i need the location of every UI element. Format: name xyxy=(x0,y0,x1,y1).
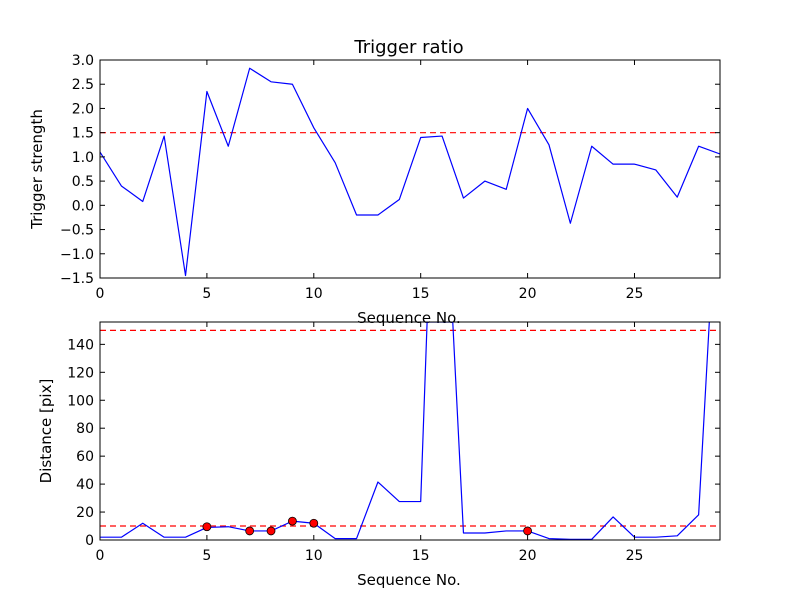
data-marker xyxy=(202,522,212,532)
trigger-ratio-panel: Trigger ratio 0 5 10 15 20 25−1.5−1.0−0.50.00… xyxy=(28,37,721,327)
plot-contents xyxy=(100,322,720,540)
axes-frame xyxy=(99,59,721,279)
plot-area: 0 5 10 15 20 25 0 20 40 60 80 100 120 140 xyxy=(67,321,721,564)
x-tick-label: 0 xyxy=(96,286,105,302)
y-tick-label: 40 xyxy=(76,477,94,493)
y-tick-label: 0.5 xyxy=(72,174,94,190)
x-tick-label: 5 xyxy=(202,548,211,564)
data-marker xyxy=(309,518,319,528)
y-axis-label: Distance [pix] xyxy=(37,379,55,484)
x-tick-label: 20 xyxy=(519,548,537,564)
y-tick-label: 3.0 xyxy=(72,53,94,69)
y-tick-label: 60 xyxy=(76,449,94,465)
y-tick-label: 1.5 xyxy=(72,126,94,142)
data-marker xyxy=(266,526,276,536)
x-tick-label: 15 xyxy=(412,548,430,564)
x-tick-label: 10 xyxy=(305,286,323,302)
distance-panel: 0 5 10 15 20 25 0 20 40 60 80 100 120 140 Sequence No… xyxy=(37,321,721,589)
x-axis-label: Sequence No. xyxy=(357,571,461,589)
plot-contents xyxy=(100,67,720,277)
y-tick-label: 2.5 xyxy=(72,77,94,93)
series-line xyxy=(100,67,720,277)
x-tick-label: 25 xyxy=(626,548,644,564)
data-marker xyxy=(523,526,532,536)
x-tick-label: 15 xyxy=(412,286,430,302)
x-tick-label: 0 xyxy=(96,548,105,564)
y-tick-label: 0.0 xyxy=(72,198,94,214)
x-tick-label: 20 xyxy=(519,286,537,302)
y-tick-label: 1.0 xyxy=(72,150,94,166)
y-tick-label: 120 xyxy=(67,365,94,381)
chart-title: Trigger ratio xyxy=(353,37,463,58)
y-tick-label: 2.0 xyxy=(72,101,94,117)
y-tick-label: 0 xyxy=(85,533,94,549)
y-tick-label: 20 xyxy=(76,505,94,521)
plot-area: 0 5 10 15 20 25 −1.5 −1.0 −0.5 0.0 0.5 1.0 1.5 2.0 2.5… xyxy=(60,53,721,302)
axes-frame xyxy=(99,321,721,541)
y-tick-label: 100 xyxy=(67,393,94,409)
y-tick-label: −1.5 xyxy=(60,271,94,287)
x-tick-label: 5 xyxy=(202,286,211,302)
y-tick-label: −0.5 xyxy=(60,223,94,239)
y-tick-label: −1.0 xyxy=(60,247,94,263)
data-marker xyxy=(245,526,255,536)
x-tick-label: 25 xyxy=(626,286,644,302)
y-axis-label: Trigger strength xyxy=(28,109,46,230)
y-tick-label: 80 xyxy=(76,421,94,437)
data-marker xyxy=(288,516,297,526)
x-axis-label: Sequence No. xyxy=(357,309,461,327)
x-tick-label: 10 xyxy=(305,548,323,564)
y-tick-label: 140 xyxy=(67,337,94,353)
